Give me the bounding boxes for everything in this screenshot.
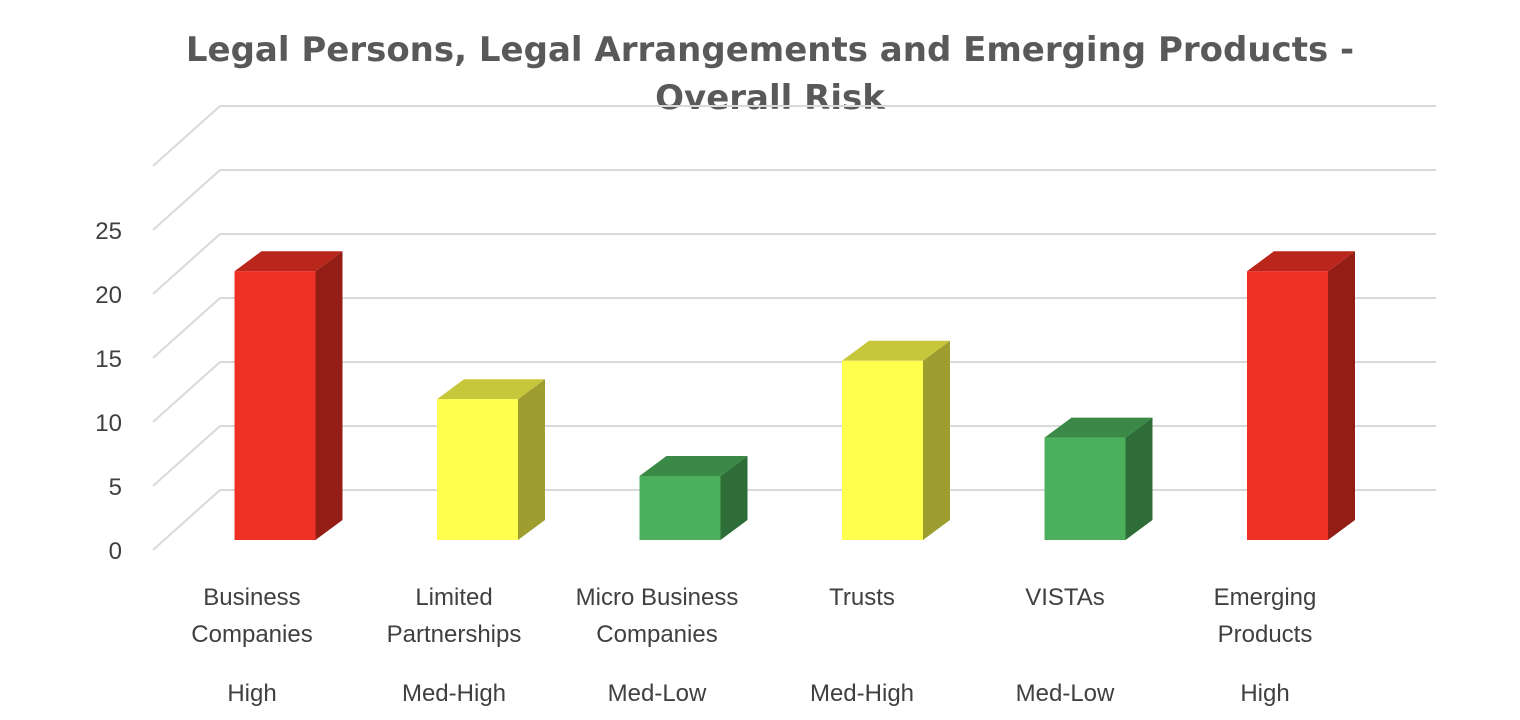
risk-level-label: Med-High <box>810 680 914 707</box>
gridline-depth <box>152 105 221 167</box>
bar-front <box>1247 271 1328 540</box>
risk-level-label: Med-High <box>402 680 506 707</box>
x-tick-label: Trusts <box>829 584 895 611</box>
bar-top <box>1044 417 1153 438</box>
bar <box>842 340 950 540</box>
bar-front <box>234 271 316 540</box>
x-tick-label: Micro Business <box>576 584 739 611</box>
bar-side <box>1328 251 1355 540</box>
bar-side <box>518 379 545 540</box>
bar <box>639 456 748 540</box>
bars <box>234 251 1355 540</box>
bar-top <box>234 251 343 272</box>
category-labels: Business Companies High Limited Partnerships… <box>191 584 1316 707</box>
bar-front <box>1044 437 1126 540</box>
chart-title-line2: Overall Risk <box>655 78 885 118</box>
bar-top <box>842 340 950 361</box>
y-tick-label: 10 <box>95 410 122 437</box>
gridline-depth <box>152 489 221 551</box>
risk-level-label: Med-Low <box>608 680 707 707</box>
grid <box>152 105 1436 551</box>
x-tick-label: Emerging <box>1214 584 1317 611</box>
y-tick-label: 15 <box>95 346 122 373</box>
gridline-depth <box>152 297 221 359</box>
gridline-depth <box>152 361 221 423</box>
chart-title-line1: Legal Persons, Legal Arrangements and Em… <box>185 30 1355 70</box>
bar <box>1247 251 1355 540</box>
bar-top <box>639 456 748 476</box>
x-tick-label: Companies <box>596 621 717 648</box>
x-tick-label: Products <box>1218 621 1313 648</box>
y-tick-label: 20 <box>95 282 122 309</box>
y-tick-label: 5 <box>109 474 122 501</box>
bar-front <box>842 360 923 540</box>
risk-level-label: High <box>1240 680 1289 707</box>
gridline-depth <box>152 233 221 295</box>
risk-level-label: High <box>227 680 276 707</box>
chart-title: Legal Persons, Legal Arrangements and Em… <box>0 26 1520 122</box>
x-tick-label: Business <box>203 584 300 611</box>
bar-front <box>639 476 721 540</box>
x-tick-label: Companies <box>191 621 312 648</box>
y-axis-ticks: 0 5 10 15 20 25 <box>95 218 122 565</box>
bar <box>1044 417 1153 540</box>
x-tick-label: Limited <box>415 584 492 611</box>
bar-side <box>923 340 950 540</box>
bar-side <box>720 456 748 540</box>
bar-side <box>315 251 343 540</box>
bar <box>437 379 545 540</box>
bar <box>234 251 343 540</box>
bar-side <box>1125 417 1153 540</box>
bar-top <box>437 379 545 400</box>
bar-top <box>1247 251 1355 272</box>
y-tick-label: 25 <box>95 218 122 245</box>
gridline-depth <box>152 169 221 231</box>
y-tick-label: 0 <box>109 538 122 565</box>
gridline-depth <box>152 425 221 487</box>
x-tick-label: VISTAs <box>1025 584 1105 611</box>
x-tick-label: Partnerships <box>387 621 522 648</box>
bar-front <box>437 399 518 540</box>
risk-level-label: Med-Low <box>1016 680 1115 707</box>
